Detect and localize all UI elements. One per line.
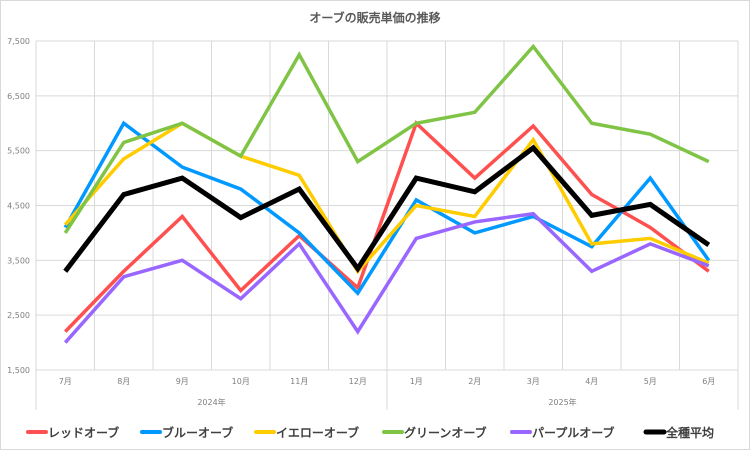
y-tick-label: 6,500 xyxy=(7,92,30,101)
x-tick-label: 4月 xyxy=(585,377,598,386)
legend-label: グリーンオーブ xyxy=(404,425,487,440)
y-tick-label: 3,500 xyxy=(7,256,30,265)
series-line-5 xyxy=(63,211,710,344)
legend-item: グリーンオーブ xyxy=(382,425,487,440)
legend-label: イエローオーブ xyxy=(276,425,359,440)
legend-item: パープルオーブ xyxy=(510,425,615,440)
y-tick-label: 5,500 xyxy=(7,147,30,156)
x-tick-label: 2月 xyxy=(468,377,481,386)
legend-label: レッドオーブ xyxy=(48,425,119,440)
legend-label: パープルオーブ xyxy=(532,425,615,440)
legend-item: 全種平均 xyxy=(643,425,714,440)
x-tick-label: 1月 xyxy=(410,377,423,386)
x-tick-label: 8月 xyxy=(117,377,130,386)
chart-title: オーブの販売単価の推移 xyxy=(309,10,440,25)
series-line-2 xyxy=(63,120,711,297)
y-tick-label: 4,500 xyxy=(7,202,30,211)
series-line-3 xyxy=(63,121,710,275)
y-tick-label: 7,500 xyxy=(7,37,30,46)
x-tick-label: 7月 xyxy=(59,377,72,386)
series-line-4 xyxy=(63,43,710,234)
x-tick-label: 10月 xyxy=(232,377,250,386)
x-tick-label: 11月 xyxy=(290,377,308,386)
x-tick-label: 6月 xyxy=(702,377,715,386)
legend-label: ブルーオーブ xyxy=(162,425,233,440)
x-tick-label: 3月 xyxy=(527,377,540,386)
x-tick-label: 9月 xyxy=(176,377,189,386)
x-tick-label: 5月 xyxy=(644,377,657,386)
series-line-1 xyxy=(63,120,710,333)
y-tick-label: 2,500 xyxy=(7,311,30,320)
series-line-6 xyxy=(63,144,711,273)
legend-item: レッドオーブ xyxy=(26,425,119,440)
legend-item: イエローオーブ xyxy=(254,425,359,440)
x-group-label: 2024年 xyxy=(197,397,225,407)
y-tick-label: 1,500 xyxy=(7,366,30,375)
legend-label: 全種平均 xyxy=(665,425,714,440)
x-group-label: 2025年 xyxy=(548,397,576,407)
legend-item: ブルーオーブ xyxy=(140,425,233,440)
x-tick-label: 12月 xyxy=(349,377,367,386)
